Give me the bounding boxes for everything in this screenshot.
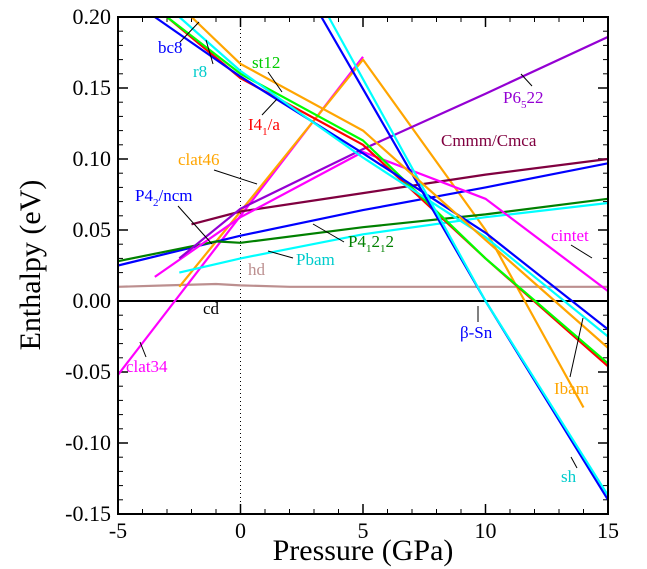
leader-p42ncm bbox=[177, 205, 213, 245]
series-line-st12 bbox=[166, 17, 608, 365]
y-tick-label: 0.20 bbox=[73, 4, 112, 29]
label-cintet: cintet bbox=[551, 226, 589, 245]
label-p41212: P41212 bbox=[348, 232, 394, 255]
series-line-clat46 bbox=[178, 58, 585, 409]
leader-cintet bbox=[570, 244, 593, 259]
series-line-bc8 bbox=[154, 17, 608, 331]
leader-st12 bbox=[267, 71, 283, 93]
label-st12: st12 bbox=[252, 53, 280, 72]
y-tick-label: -0.15 bbox=[65, 501, 111, 526]
label-clat34: clat34 bbox=[126, 357, 168, 376]
series-line-p6-522 bbox=[178, 35, 608, 260]
y-tick-label: -0.10 bbox=[65, 430, 111, 455]
leader-clat34 bbox=[139, 341, 147, 358]
label-p42ncm: P42/ncm bbox=[135, 186, 192, 209]
label-p6522: P6522 bbox=[503, 88, 543, 111]
label-bsn: β-Sn bbox=[460, 323, 493, 342]
y-axis-title: Enthalpy (eV) bbox=[14, 180, 47, 351]
series-line-cmmm-cmca bbox=[191, 157, 608, 226]
series-layer bbox=[118, 17, 608, 501]
x-tick-label: 10 bbox=[475, 518, 497, 543]
series-line-sh bbox=[327, 17, 608, 497]
leader-pbam bbox=[267, 250, 294, 259]
x-axis-title: Pressure (GPa) bbox=[273, 534, 454, 567]
series-line-ibam bbox=[190, 17, 608, 349]
label-sh: sh bbox=[561, 467, 577, 486]
x-tick-label: 15 bbox=[597, 518, 619, 543]
plot-frame bbox=[117, 16, 609, 515]
y-tick-label: 0.05 bbox=[73, 217, 112, 242]
leader-clat46 bbox=[213, 169, 258, 185]
y-tick-label: 0.10 bbox=[73, 146, 112, 171]
label-i41a: I41/a bbox=[248, 115, 280, 138]
label-clat46: clat46 bbox=[178, 150, 220, 169]
series-line-cintet bbox=[154, 150, 608, 292]
label-r8: r8 bbox=[193, 62, 207, 81]
label-ibam: Ibam bbox=[554, 379, 589, 398]
y-tick-label: 0.15 bbox=[73, 75, 112, 100]
y-tick-label: -0.05 bbox=[65, 359, 111, 384]
leader-ibam bbox=[569, 317, 584, 378]
series-line-pbam bbox=[179, 201, 608, 274]
leader-p41212 bbox=[312, 223, 345, 243]
label-cd: cd bbox=[203, 299, 220, 318]
label-leader-lines bbox=[139, 21, 593, 469]
label-cmmm: Cmmm/Cmca bbox=[441, 131, 537, 150]
leader-i41a bbox=[261, 98, 278, 116]
label-pbam: Pbam bbox=[296, 250, 335, 269]
leader-bc8 bbox=[179, 21, 200, 43]
label-hd: hd bbox=[248, 260, 266, 279]
x-tick-label: 0 bbox=[235, 518, 246, 543]
x-tick-label: -5 bbox=[109, 518, 127, 543]
leader-sh bbox=[570, 456, 578, 469]
x-tick-label: 5 bbox=[358, 518, 369, 543]
label-bc8: bc8 bbox=[158, 38, 183, 57]
leader-r8 bbox=[205, 39, 214, 65]
series-line-hd bbox=[118, 282, 608, 288]
leader-p6522 bbox=[520, 73, 533, 87]
y-tick-label: 0.00 bbox=[73, 288, 112, 313]
series-line-r8 bbox=[178, 17, 608, 338]
